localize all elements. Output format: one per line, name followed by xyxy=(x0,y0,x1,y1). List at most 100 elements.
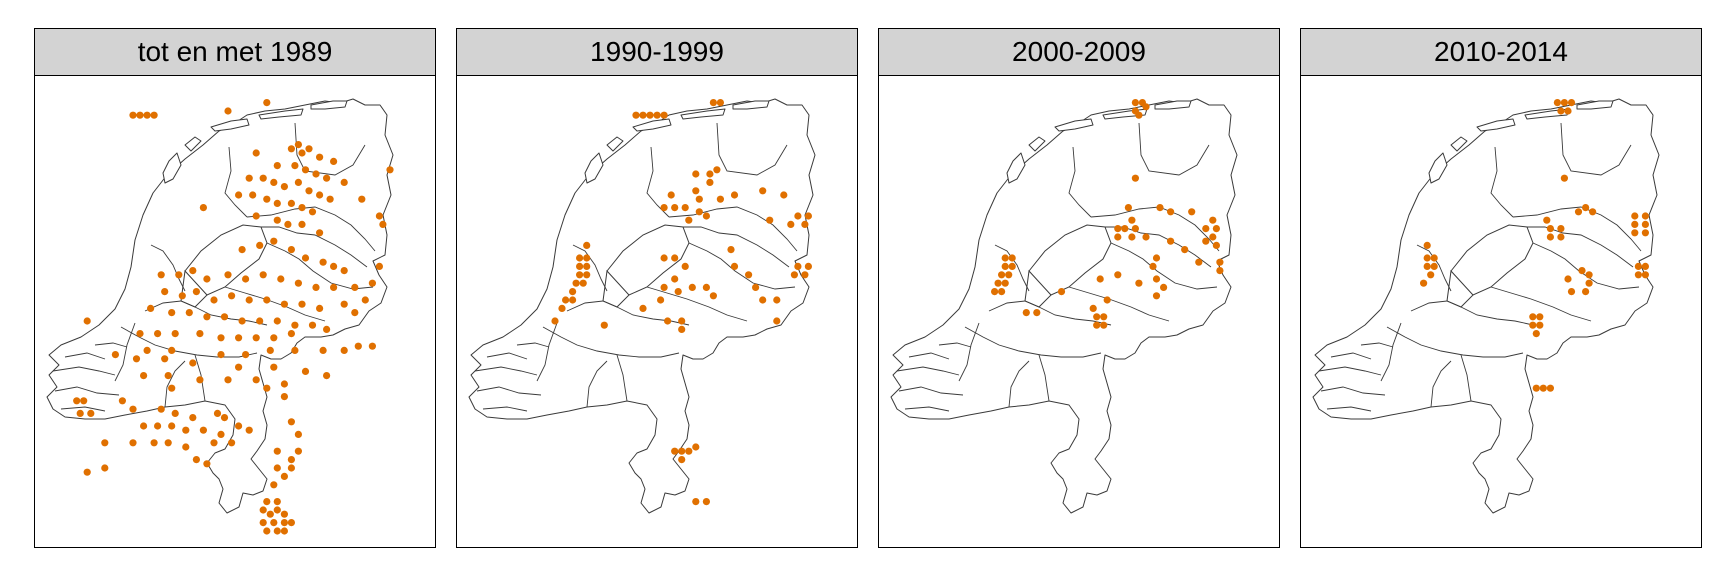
observation-point xyxy=(287,418,295,426)
province-border xyxy=(988,300,1112,326)
province-border xyxy=(224,286,326,322)
observation-point xyxy=(660,254,668,262)
observation-point xyxy=(1564,107,1572,115)
observation-point xyxy=(351,283,359,291)
observation-point xyxy=(224,107,232,115)
observation-point xyxy=(235,191,243,199)
observation-point xyxy=(671,447,679,455)
observation-point xyxy=(161,288,169,296)
observation-point xyxy=(678,317,686,325)
observation-point xyxy=(759,187,767,195)
province-border xyxy=(964,326,1102,358)
observation-point xyxy=(1100,321,1108,329)
observation-point xyxy=(301,166,310,174)
observation-point xyxy=(1202,237,1210,245)
observation-point xyxy=(203,460,211,468)
observation-point xyxy=(301,254,310,262)
observation-point xyxy=(801,220,809,228)
observation-point xyxy=(576,254,584,262)
observation-point xyxy=(671,254,679,262)
island-outline xyxy=(162,152,182,184)
observation-point xyxy=(692,170,700,178)
observation-point xyxy=(1209,233,1217,241)
observation-point xyxy=(1131,225,1139,233)
province-border xyxy=(536,322,558,382)
province-border xyxy=(683,226,790,268)
map-panel-3: 2000-2009 xyxy=(878,28,1280,548)
observation-point xyxy=(270,481,278,489)
estuary-line xyxy=(938,342,972,348)
observation-point xyxy=(1212,241,1220,249)
observation-point xyxy=(660,283,668,291)
observation-point xyxy=(1546,384,1554,392)
estuary-line xyxy=(476,386,542,396)
observation-point xyxy=(136,330,144,338)
observation-point xyxy=(185,309,193,317)
province-border xyxy=(144,300,268,326)
observation-point xyxy=(1582,204,1590,212)
observation-point xyxy=(210,439,218,447)
observation-point xyxy=(294,141,302,149)
observation-point xyxy=(1001,254,1009,262)
observation-point xyxy=(273,527,281,535)
observation-point xyxy=(147,304,155,312)
observation-point xyxy=(678,447,686,455)
observation-point xyxy=(1181,246,1189,254)
observation-point xyxy=(280,183,288,191)
observation-point xyxy=(1167,237,1175,245)
observation-point xyxy=(1423,241,1431,249)
panel-title: 2010-2014 xyxy=(1301,29,1701,76)
observation-point xyxy=(1560,99,1568,107)
observation-point xyxy=(291,321,299,329)
observation-point xyxy=(129,111,137,119)
observation-point xyxy=(1033,309,1041,317)
observation-point xyxy=(323,372,331,380)
observation-point xyxy=(143,111,151,119)
estuary-line xyxy=(64,352,106,360)
observation-point xyxy=(171,330,179,338)
observation-point xyxy=(1202,225,1210,233)
observation-point xyxy=(308,208,317,216)
estuary-line xyxy=(54,386,120,396)
observation-point xyxy=(759,296,767,304)
estuary-line xyxy=(52,366,116,376)
observation-point xyxy=(576,262,584,270)
observation-point xyxy=(245,426,253,434)
observation-point xyxy=(695,195,703,203)
island-outline xyxy=(1154,100,1192,110)
observation-point xyxy=(143,346,151,354)
island-outline xyxy=(1054,118,1094,132)
observation-point xyxy=(259,506,267,514)
province-border xyxy=(1560,122,1632,176)
observation-point xyxy=(273,498,281,506)
observation-point xyxy=(319,258,327,266)
observation-point xyxy=(1124,204,1132,212)
observation-point xyxy=(263,296,271,304)
observation-point xyxy=(235,334,243,342)
island-outline xyxy=(732,100,770,110)
observation-point xyxy=(83,317,91,325)
observation-point xyxy=(266,510,274,518)
observation-point xyxy=(998,288,1006,296)
observation-point xyxy=(1427,271,1435,279)
observation-point xyxy=(562,296,570,304)
observation-point xyxy=(168,346,176,354)
observation-point xyxy=(1216,258,1224,266)
observation-point xyxy=(1536,321,1544,329)
province-border xyxy=(958,322,980,382)
observation-point xyxy=(1008,254,1016,262)
observation-point xyxy=(1160,283,1168,291)
observation-point xyxy=(579,279,587,287)
estuary-line xyxy=(474,366,538,376)
observation-point xyxy=(1114,233,1122,241)
observation-point xyxy=(182,426,190,434)
province-border xyxy=(164,360,186,408)
observation-point xyxy=(1641,212,1649,220)
province-border xyxy=(716,122,788,176)
observation-point xyxy=(1631,212,1639,220)
observation-point xyxy=(287,330,295,338)
observation-point xyxy=(379,220,387,228)
island-outline xyxy=(310,100,348,110)
province-border xyxy=(646,286,748,322)
province-border xyxy=(1386,326,1524,358)
